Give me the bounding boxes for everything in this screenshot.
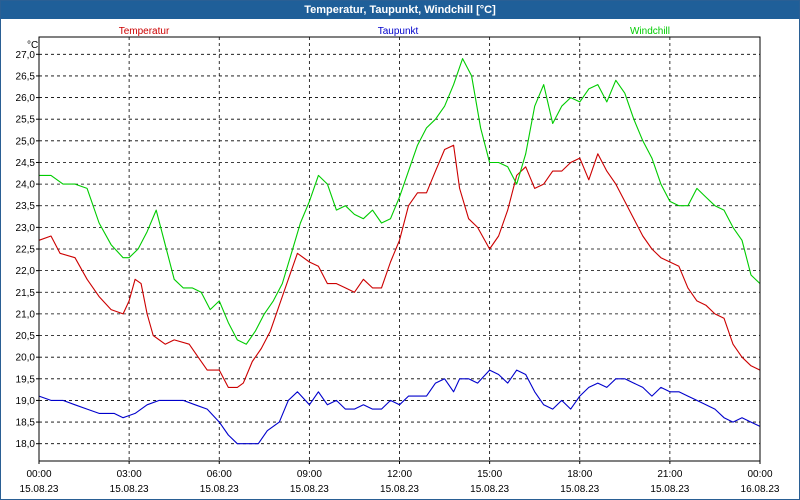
y-axis-unit-label: °C — [27, 40, 38, 51]
x-tick-time-label: 09:00 — [297, 469, 322, 480]
x-tick-time-label: 12:00 — [387, 469, 412, 480]
x-tick-date-label: 16.08.23 — [741, 484, 780, 495]
y-tick-label: 21,0 — [16, 309, 36, 320]
y-tick-label: 23,0 — [16, 223, 36, 234]
legend-entry-taupunkt: Taupunkt — [378, 26, 419, 37]
x-tick-time-label: 06:00 — [207, 469, 232, 480]
legend-entry-windchill: Windchill — [630, 26, 670, 37]
y-tick-label: 21,5 — [16, 288, 36, 299]
y-tick-label: 26,0 — [16, 93, 36, 104]
y-tick-label: 24,5 — [16, 158, 36, 169]
y-tick-label: 22,0 — [16, 266, 36, 277]
x-axis-ticks: 00:00 15.08.23 03:00 15.08.23 06:00 15.08.23 0… — [20, 461, 780, 495]
y-tick-label: 25,0 — [16, 136, 36, 147]
x-tick-date-label: 15.08.23 — [290, 484, 329, 495]
x-tick-date-label: 15.08.23 — [560, 484, 599, 495]
legend-entry-temperatur: Temperatur — [119, 26, 170, 37]
grid-lines — [39, 37, 760, 461]
y-tick-label: 25,5 — [16, 115, 36, 126]
chart-title: Temperatur, Taupunkt, Windchill [°C] — [304, 4, 496, 16]
series-line-temperatur — [38, 144, 761, 388]
x-tick-date-label: 15.08.23 — [20, 484, 59, 495]
series-line-taupunkt — [38, 369, 761, 445]
title-bar: Temperatur, Taupunkt, Windchill [°C] — [1, 1, 799, 19]
y-tick-label: 23,5 — [16, 201, 36, 212]
legend: Temperatur Taupunkt Windchill — [119, 26, 670, 37]
x-tick-time-label: 00:00 — [26, 469, 51, 480]
y-axis-ticks: 27,0 26,5 26,0 25,5 25,0 24,5 24,0 23,5 23,0 22,5… — [16, 50, 39, 450]
x-tick-time-label: 00:00 — [747, 469, 772, 480]
x-tick-date-label: 15.08.23 — [110, 484, 149, 495]
y-tick-label: 19,5 — [16, 374, 36, 385]
x-tick-date-label: 15.08.23 — [380, 484, 419, 495]
y-tick-label: 18,0 — [16, 439, 36, 450]
y-tick-label: 27,0 — [16, 50, 36, 61]
x-tick-time-label: 21:00 — [657, 469, 682, 480]
plot-area — [38, 36, 761, 462]
x-tick-date-label: 15.08.23 — [650, 484, 689, 495]
x-tick-date-label: 15.08.23 — [200, 484, 239, 495]
data-series — [38, 58, 761, 445]
y-tick-label: 22,5 — [16, 245, 36, 256]
x-tick-time-label: 03:00 — [117, 469, 142, 480]
y-tick-label: 20,5 — [16, 331, 36, 342]
y-tick-label: 19,0 — [16, 396, 36, 407]
series-line-windchill — [39, 58, 761, 345]
x-tick-time-label: 15:00 — [477, 469, 502, 480]
x-tick-time-label: 18:00 — [567, 469, 592, 480]
y-tick-label: 26,5 — [16, 71, 36, 82]
y-tick-label: 24,0 — [16, 180, 36, 191]
x-tick-date-label: 15.08.23 — [470, 484, 509, 495]
y-tick-label: 18,5 — [16, 418, 36, 429]
y-tick-label: 20,0 — [16, 353, 36, 364]
